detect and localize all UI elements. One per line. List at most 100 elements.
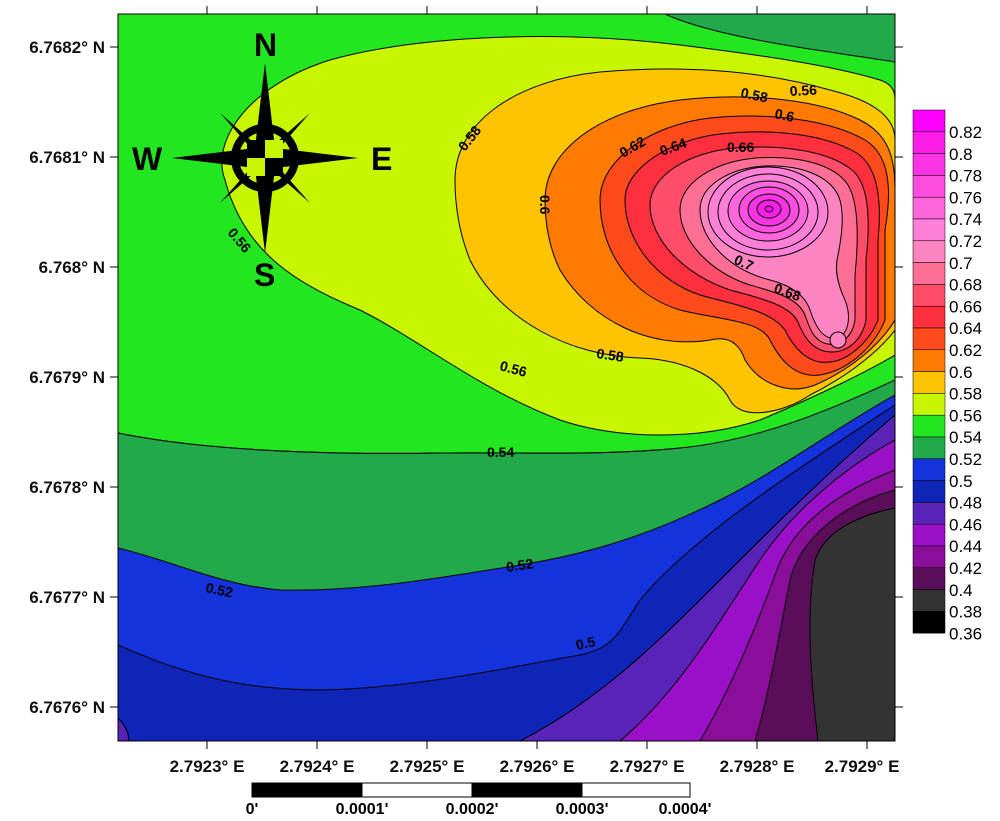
legend-swatch	[912, 414, 946, 438]
longitude-tick-label: 2.7926° E	[500, 757, 575, 776]
contour-label: 0.56	[498, 357, 529, 380]
legend-swatch	[912, 480, 946, 503]
legend-label: 0.82	[949, 123, 982, 142]
compass-needle-east	[265, 148, 358, 168]
legend-label: 0.78	[949, 167, 982, 186]
legend-label: 0.76	[949, 188, 982, 207]
legend-label: 0.68	[949, 276, 982, 295]
legend-label: 0.62	[949, 341, 982, 360]
latitude-tick-label: 6.7679° N	[29, 368, 105, 387]
compass-south-label: S	[254, 257, 275, 293]
band-038	[809, 507, 895, 741]
legend-label: 0.48	[949, 494, 982, 513]
legend-swatch	[912, 393, 946, 416]
longitude-tick-label: 2.7927° E	[610, 757, 685, 776]
longitude-axis: 2.7923° E 2.7924° E 2.7925° E 2.7926° E …	[170, 6, 900, 776]
legend-label: 0.5	[949, 472, 973, 491]
legend-label: 0.56	[949, 406, 982, 425]
legend-swatch	[912, 262, 946, 285]
legend-label: 0.54	[949, 428, 982, 447]
color-legend: 0.82 0.8 0.78 0.76 0.74 0.72 0.7 0.68 0.66 0.64 0.…	[912, 109, 982, 643]
legend-label: 0.7	[949, 254, 973, 273]
legend-label: 0.36	[949, 624, 982, 643]
latitude-tick-label: 6.7677° N	[29, 588, 105, 607]
longitude-tick-label: 2.7929° E	[825, 757, 900, 776]
compass-needle-west	[172, 148, 265, 168]
legend-label: 0.38	[949, 603, 982, 622]
contour-label: 0.58	[596, 345, 625, 365]
longitude-tick-label: 2.7923° E	[170, 757, 245, 776]
legend-swatch	[912, 284, 946, 307]
scale-label: 0.0004'	[659, 801, 712, 818]
legend-swatch	[912, 109, 946, 133]
legend-swatch	[912, 327, 946, 351]
contour-054-line	[118, 432, 681, 454]
legend-swatch	[912, 305, 946, 329]
contour-label: 0.52	[505, 555, 534, 575]
legend-label: 0.52	[949, 450, 982, 469]
latitude-tick-label: 6.7682° N	[29, 38, 105, 57]
scale-label: 0.0002'	[446, 801, 499, 818]
longitude-tick-label: 2.7925° E	[390, 757, 465, 776]
legend-swatch	[912, 131, 946, 154]
latitude-tick-label: 6.7681° N	[29, 148, 105, 167]
contour-label: 0.58	[739, 84, 769, 105]
legend-label: 0.46	[949, 515, 982, 534]
legend-swatch	[912, 240, 946, 263]
latitude-tick-label: 6.768° N	[39, 258, 105, 277]
legend-swatch	[912, 589, 946, 612]
legend-label: 0.6	[949, 363, 973, 382]
compass-needle-south	[255, 158, 275, 253]
contour-label: 0.52	[204, 579, 234, 600]
latitude-axis: 6.7682° N 6.7681° N 6.768° N 6.7679° N 6…	[29, 38, 903, 717]
contour-fill	[118, 14, 895, 741]
compass-needle-north	[255, 63, 275, 158]
legend-swatch	[912, 436, 946, 460]
compass-west-label: W	[132, 141, 163, 177]
compass-east-label: E	[371, 141, 392, 177]
legend-swatch	[912, 196, 946, 220]
legend-swatch	[912, 349, 946, 372]
compass-rose: N S E W	[132, 27, 392, 293]
latitude-tick-label: 6.7678° N	[29, 478, 105, 497]
legend-label: 0.72	[949, 232, 982, 251]
scale-label: 0.0003'	[556, 801, 609, 818]
scale-label: 0.0001'	[336, 801, 389, 818]
latitude-tick-label: 6.7676° N	[29, 698, 105, 717]
legend-label: 0.8	[949, 145, 973, 164]
legend-swatch	[912, 611, 946, 634]
longitude-tick-label: 2.7928° E	[720, 757, 795, 776]
compass-north-label: N	[254, 27, 277, 63]
legend-label: 0.64	[949, 319, 982, 338]
contour-label: 0.6	[773, 105, 796, 125]
legend-label: 0.74	[949, 210, 982, 229]
legend-swatch	[912, 567, 946, 590]
scale-bar: 0' 0.0001' 0.0002' 0.0003' 0.0004'	[246, 782, 712, 818]
legend-swatch	[912, 523, 946, 547]
legend-swatch	[912, 502, 946, 525]
contour-label: 0.5	[574, 633, 597, 653]
contour-label: 0.54	[487, 444, 514, 460]
band-bl-046	[118, 717, 129, 741]
legend-label: 0.58	[949, 385, 982, 404]
band-052-top	[664, 14, 895, 63]
legend-label: 0.4	[949, 581, 973, 600]
contour-label: 0.6	[537, 195, 553, 215]
legend-swatch	[912, 218, 946, 242]
legend-swatch	[912, 545, 946, 569]
legend-swatch	[912, 153, 946, 176]
peak	[764, 205, 774, 213]
small-loop	[829, 331, 847, 349]
legend-swatch	[912, 458, 946, 481]
scale-label: 0'	[246, 801, 259, 818]
legend-label: 0.66	[949, 297, 982, 316]
contour-label: 0.7	[732, 251, 757, 274]
legend-swatch	[912, 175, 946, 198]
contour-label: 0.66	[727, 139, 754, 155]
legend-swatch	[912, 371, 946, 394]
legend-label: 0.44	[949, 537, 982, 556]
contour-label: 0.56	[789, 82, 817, 99]
legend-label: 0.42	[949, 559, 982, 578]
longitude-tick-label: 2.7924° E	[280, 757, 355, 776]
